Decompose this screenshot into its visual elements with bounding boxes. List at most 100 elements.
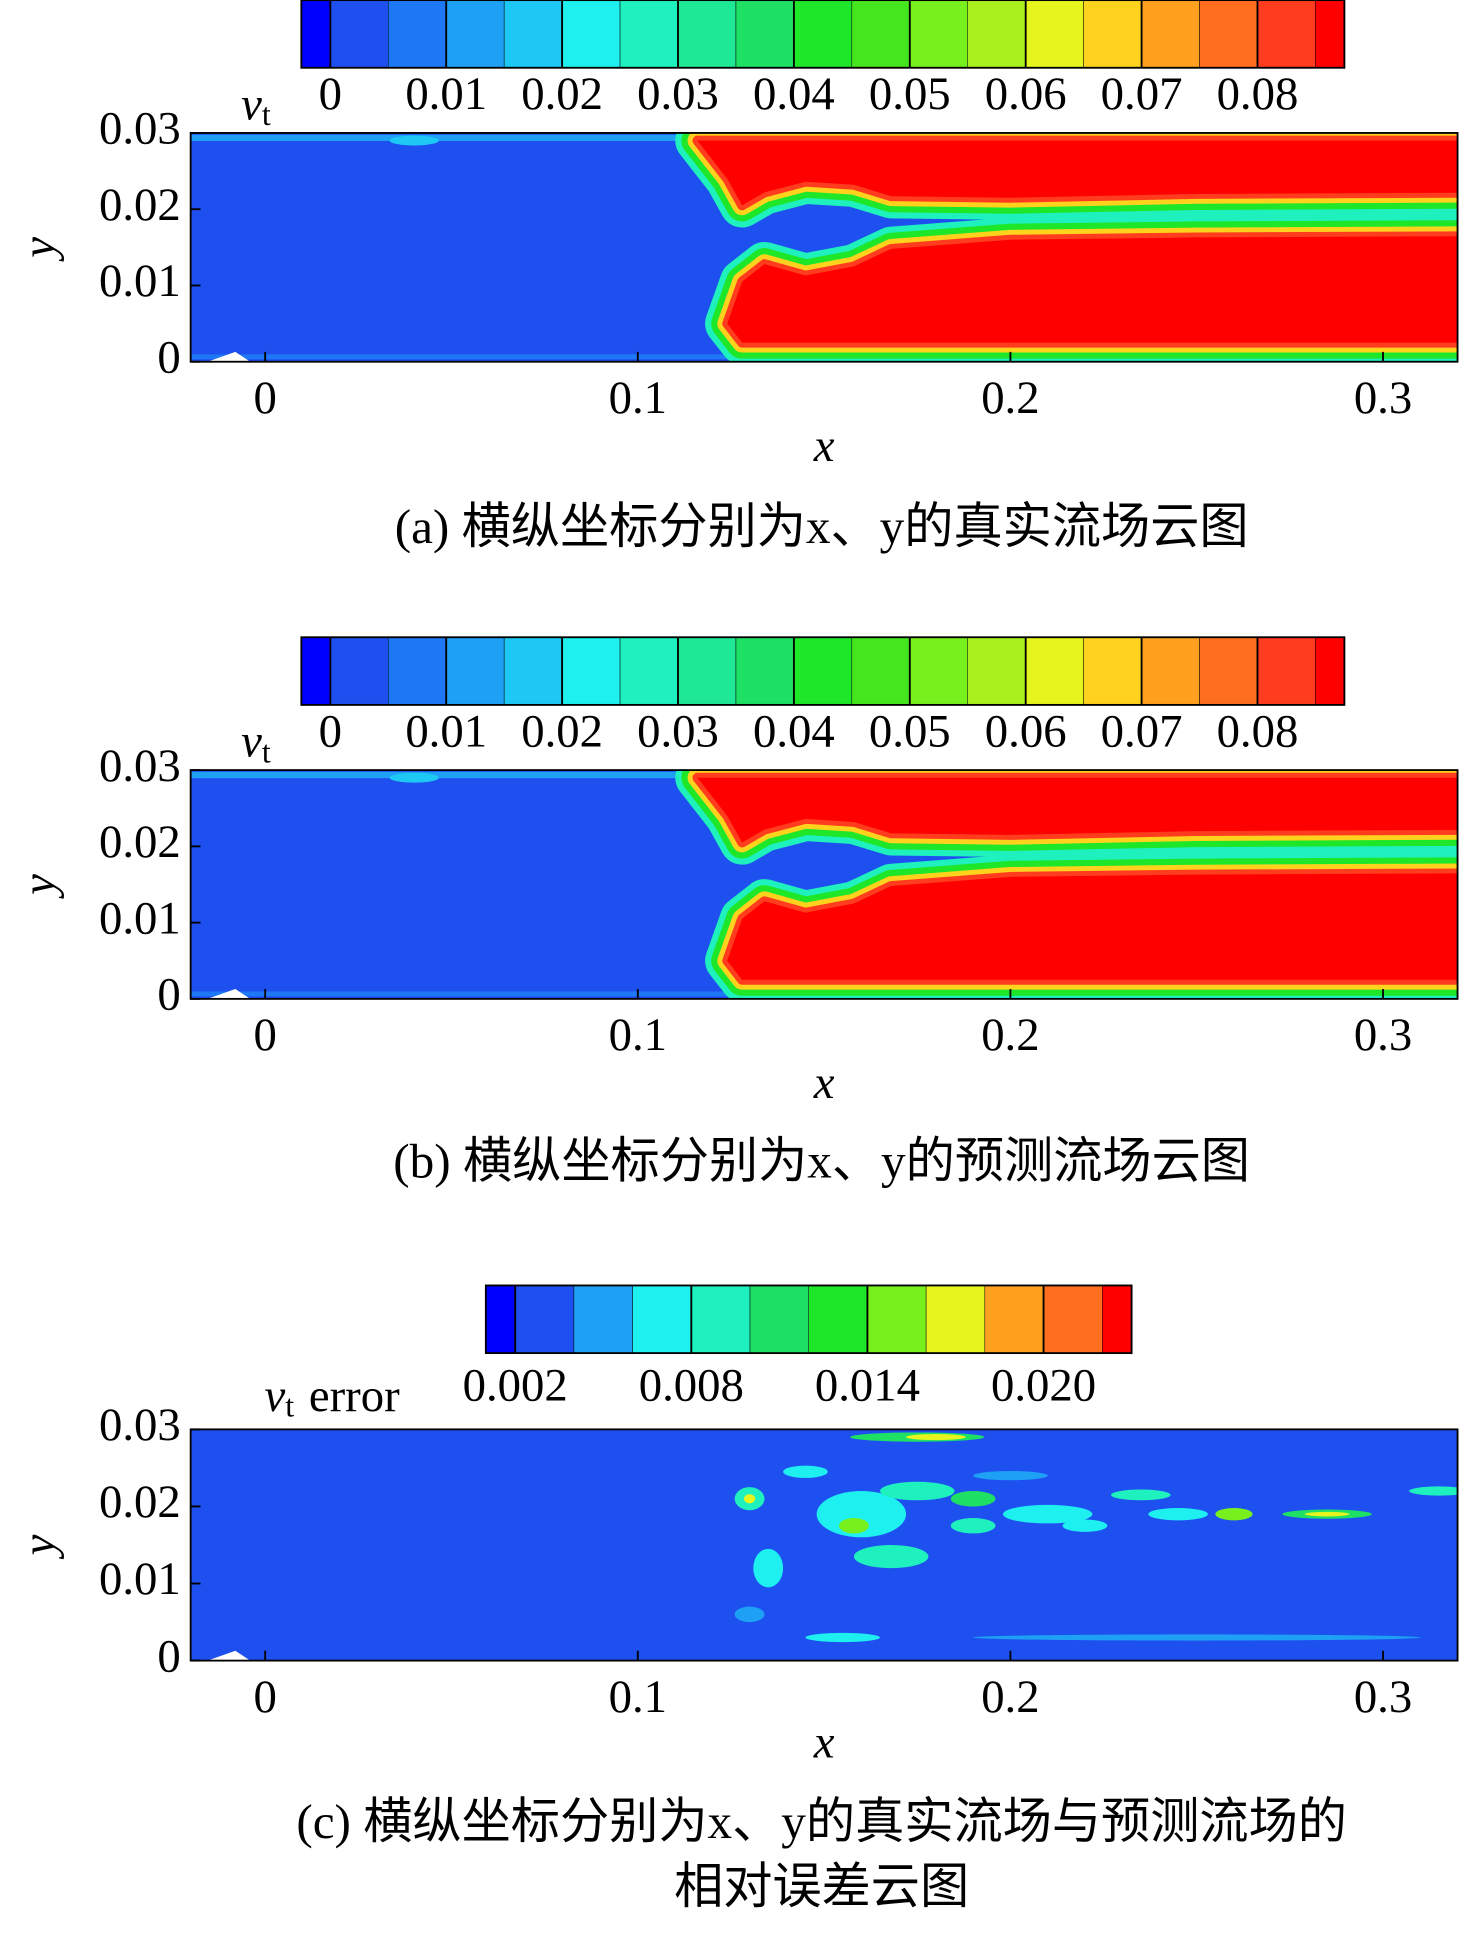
caption: (a) 横纵坐标分别为x、y的真实流场云图 <box>395 499 1249 554</box>
x-tick-label: 0.3 <box>1354 1009 1412 1061</box>
colorbar-tick-label: 0.03 <box>637 68 719 120</box>
wall-bump <box>207 989 251 999</box>
colorbar-cell <box>691 1285 751 1354</box>
contour-region <box>783 1465 828 1478</box>
contour-region <box>389 772 439 783</box>
y-tick-label: 0.02 <box>99 816 181 868</box>
colorbar-frame <box>300 636 1346 706</box>
panel: 0.002 0.008 0.014 0.020 vt error 0 0.1 0.2 0.3 0 0.… <box>13 1284 1459 1914</box>
colorbar-cell <box>1199 0 1258 69</box>
contour-region <box>1409 1486 1458 1496</box>
colorbar-cell <box>330 0 389 69</box>
colorbar-cell <box>561 0 621 69</box>
y-tick-label: 0 <box>157 1630 180 1682</box>
colorbar-cell <box>1025 0 1084 69</box>
contour-region <box>839 1518 869 1534</box>
y-tick-label: 0.03 <box>99 740 181 792</box>
plot-frame <box>189 769 1459 1000</box>
contour-region <box>1304 1511 1350 1517</box>
contour-region <box>816 1491 907 1538</box>
contour-region <box>973 1470 1048 1481</box>
colorbar-cell <box>1083 637 1142 706</box>
colorbar-cell <box>749 1285 809 1354</box>
colorbar-tick-label: 0.05 <box>869 705 951 757</box>
colorbar-subscript: t <box>262 735 271 770</box>
x-tick-label: 0.2 <box>981 1671 1039 1723</box>
colorbar-tick-label: 0.07 <box>1101 68 1183 120</box>
x-tick-label: 0.3 <box>1354 372 1412 424</box>
colorbar-cell <box>1043 1285 1103 1354</box>
contour-region <box>697 140 1458 206</box>
colorbar-cell <box>677 0 737 69</box>
contour-region <box>906 1433 966 1441</box>
y-tick-label: 0.02 <box>99 1476 181 1528</box>
colorbar-cell <box>619 0 679 69</box>
contour-background <box>190 1429 1458 1661</box>
colorbar-cell <box>1141 637 1200 706</box>
colorbar-tick-label: 0.008 <box>639 1360 744 1412</box>
colorbar-tick-label: 0.01 <box>405 705 487 757</box>
contour-region <box>1148 1507 1208 1521</box>
colorbar-cell <box>445 637 505 706</box>
plot-frame <box>189 1428 1459 1662</box>
colorbar-cell <box>808 1285 868 1354</box>
contour-region <box>950 1518 996 1534</box>
contour-region <box>973 1634 1421 1641</box>
colorbar-tick-label: 0.07 <box>1101 705 1183 757</box>
colorbar-cell <box>793 637 853 706</box>
colorbar-cell <box>330 637 389 706</box>
colorbar-frame <box>300 0 1346 69</box>
contour-region <box>727 873 1458 980</box>
x-tick-label: 0.1 <box>609 1671 667 1723</box>
colorbar-subscript: t <box>285 1389 294 1424</box>
colorbar-tick-label: 0.04 <box>753 705 835 757</box>
contour-region <box>697 777 1458 843</box>
x-tick-label: 0 <box>253 372 276 424</box>
y-tick-label: 0.01 <box>99 1553 181 1605</box>
contour-region <box>805 1632 880 1643</box>
contour-region <box>743 1494 756 1504</box>
colorbar-tick-label: 0.06 <box>985 68 1067 120</box>
colorbar-title: vt error <box>264 1370 400 1424</box>
x-tick-label: 0.2 <box>981 372 1039 424</box>
plot-frame <box>189 132 1459 363</box>
colorbar-cell <box>1083 0 1142 69</box>
colorbar-cell <box>793 0 853 69</box>
colorbar-symbol: v <box>241 78 262 130</box>
contour-field <box>190 770 1458 999</box>
colorbar-cell <box>967 637 1026 706</box>
colorbar-symbol: v <box>241 715 262 767</box>
colorbar-cell <box>388 637 447 706</box>
contour-region <box>1002 1504 1093 1524</box>
colorbar-cell <box>388 0 447 69</box>
contour-region <box>753 1548 784 1588</box>
contour-region <box>1062 1519 1108 1532</box>
colorbar-cell <box>984 1285 1044 1354</box>
colorbar-frame <box>484 1284 1133 1355</box>
colorbar-cell <box>867 1285 927 1354</box>
wall-bump <box>207 351 251 362</box>
colorbar-tick-label: 0.002 <box>463 1360 568 1412</box>
caption: (b) 横纵坐标分别为x、y的预测流场云图 <box>393 1133 1250 1188</box>
colorbar-cell <box>1315 637 1345 706</box>
x-axis-label: x <box>813 1716 835 1768</box>
colorbar-cell <box>573 1285 633 1354</box>
colorbar-cell <box>1257 0 1316 69</box>
contour-field <box>190 132 1458 362</box>
contour-region <box>879 1481 955 1501</box>
colorbar-tick-label: 0.01 <box>405 68 487 120</box>
colorbar-symbol: v <box>264 1370 285 1422</box>
colorbar-cell <box>925 1285 986 1354</box>
colorbar-tick-label: 0.06 <box>985 705 1067 757</box>
colorbar-tick-label: 0 <box>319 68 342 120</box>
colorbar-title: vt <box>241 78 271 132</box>
colorbar-cell <box>735 0 795 69</box>
colorbar-tick-label: 0.08 <box>1217 705 1299 757</box>
panel: 0 0.01 0.02 0.03 0.04 0.05 0.06 0.07 0.08 vt 0 0.1 0… <box>13 0 1459 554</box>
x-tick-label: 0.1 <box>609 1009 667 1061</box>
colorbar-cell <box>561 637 621 706</box>
contour-field <box>190 1429 1458 1661</box>
colorbar-cell <box>1141 0 1200 69</box>
